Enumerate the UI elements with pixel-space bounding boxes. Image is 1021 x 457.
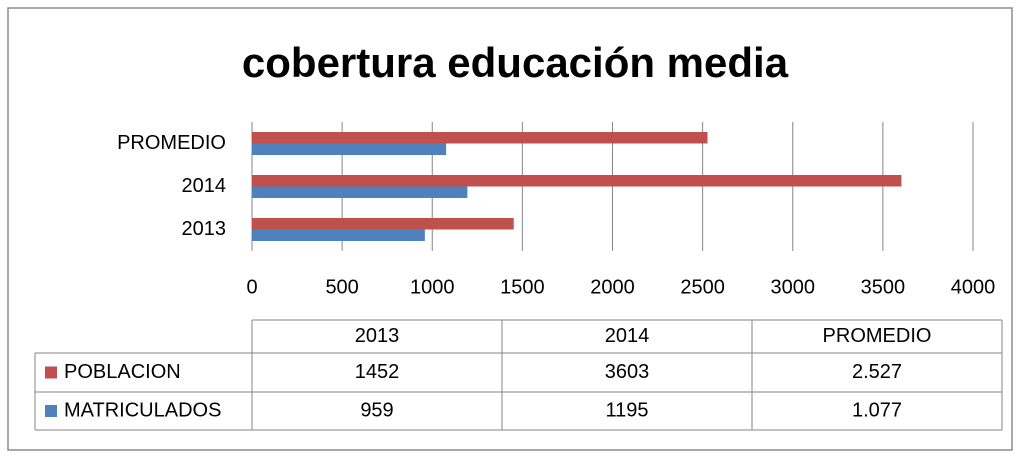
table-cell: 2.527	[852, 361, 902, 383]
y-tick-label: 2014	[182, 175, 227, 197]
legend-key	[45, 405, 57, 417]
x-tick-label: 2500	[680, 276, 725, 298]
legend-label: MATRICULADOS	[64, 399, 221, 421]
table-cell: 1195	[605, 399, 648, 421]
y-tick-label: 2013	[182, 218, 227, 240]
x-tick-label: 500	[325, 276, 358, 298]
bar	[252, 186, 468, 198]
x-tick-label: 4000	[951, 276, 996, 298]
x-tick-label: 0	[246, 276, 257, 298]
bar	[252, 143, 447, 155]
legend-key	[45, 366, 57, 379]
table-header: PROMEDIO	[823, 325, 932, 347]
table-header: 2014	[605, 325, 650, 347]
bar	[252, 229, 425, 241]
y-tick-label: PROMEDIO	[117, 132, 226, 154]
chart-title: cobertura educación media	[242, 39, 789, 86]
bar	[252, 175, 902, 187]
legend-label: POBLACION	[64, 361, 181, 383]
x-tick-label: 2000	[590, 276, 635, 298]
table-cell: 3603	[605, 361, 650, 383]
bar	[252, 218, 514, 230]
x-tick-label: 3000	[771, 276, 816, 298]
table-cell: 959	[360, 399, 393, 421]
bar	[252, 132, 708, 144]
table-header: 2013	[355, 325, 400, 347]
x-tick-label: 1000	[410, 276, 455, 298]
table-cell: 1452	[355, 361, 400, 383]
x-tick-label: 1500	[500, 276, 545, 298]
x-tick-label: 3500	[861, 276, 906, 298]
table-cell: 1.077	[852, 399, 902, 421]
